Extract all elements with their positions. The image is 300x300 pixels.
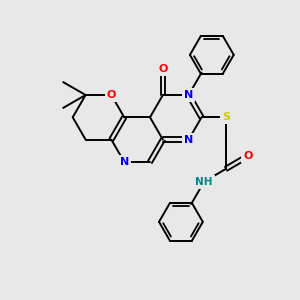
Text: N: N [120,157,129,167]
Text: S: S [222,112,230,122]
Text: N: N [184,90,193,100]
Text: O: O [243,151,253,161]
Text: O: O [158,64,168,74]
Text: NH: NH [195,177,213,187]
Text: O: O [107,90,116,100]
Text: N: N [184,135,193,145]
